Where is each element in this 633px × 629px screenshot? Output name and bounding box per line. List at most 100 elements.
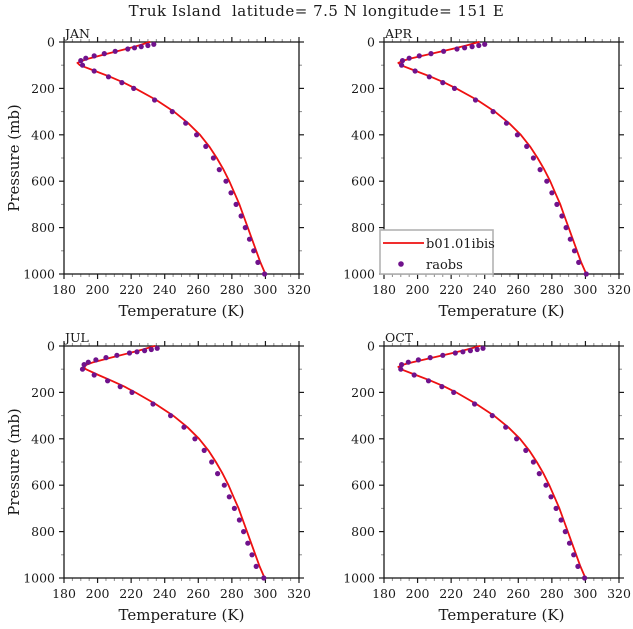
legend-label-model: b01.01ibis: [426, 237, 495, 252]
raobs-point: [245, 540, 251, 546]
raobs-point: [440, 80, 446, 86]
raobs-point: [151, 41, 157, 47]
raobs-point: [467, 348, 473, 354]
panel-month-label: JUL: [63, 330, 89, 345]
y-tick-label: 1000: [23, 571, 55, 586]
raobs-point: [79, 62, 86, 68]
y-tick-label: 600: [351, 174, 375, 189]
x-tick-label: 200: [406, 586, 430, 601]
raobs-point: [231, 505, 237, 511]
x-tick-label: 320: [607, 586, 631, 601]
raobs-point: [462, 45, 468, 51]
x-tick-label: 220: [439, 282, 463, 297]
raobs-point: [91, 68, 97, 74]
raobs-point: [117, 384, 123, 390]
x-axis-label: Temperature (K): [119, 302, 245, 320]
raobs-point: [85, 359, 91, 365]
y-tick-label: 400: [351, 127, 375, 142]
raobs-point: [209, 459, 215, 465]
x-tick-label: 220: [439, 586, 463, 601]
raobs-point: [426, 74, 432, 80]
y-tick-label: 200: [351, 385, 375, 400]
x-tick-label: 320: [287, 282, 311, 297]
raobs-point: [134, 349, 140, 355]
x-tick-label: 260: [506, 586, 530, 601]
raobs-point: [474, 346, 480, 353]
raobs-point: [524, 143, 530, 149]
x-tick-label: 280: [220, 282, 244, 297]
x-tick-label: 260: [186, 586, 210, 601]
raobs-point: [514, 436, 520, 442]
x-tick-label: 200: [86, 586, 110, 601]
x-tick-label: 240: [153, 282, 177, 297]
raobs-point: [216, 167, 222, 173]
raobs-point: [514, 132, 520, 138]
chart-panel-jan: 180 200 220 240 260 280 300 320 0 200 400 600 800 100…: [23, 26, 311, 320]
x-tick-label: 240: [153, 586, 177, 601]
raobs-point: [537, 167, 543, 173]
raobs-point: [562, 529, 568, 535]
raobs-points: [398, 345, 588, 581]
raobs-point: [246, 236, 253, 242]
y-tick-label: 400: [351, 431, 375, 446]
x-axis-label: Temperature (K): [439, 302, 565, 320]
raobs-point: [221, 482, 227, 488]
raobs-point: [399, 362, 405, 368]
y-tick-label: 0: [47, 339, 55, 354]
raobs-point: [439, 384, 445, 390]
raobs-point: [105, 378, 111, 384]
y-tick-label: 200: [31, 81, 55, 96]
raobs-point: [554, 201, 560, 207]
raobs-point: [559, 213, 565, 219]
raobs-point: [406, 55, 412, 61]
plot-frame: [63, 345, 300, 579]
plot-frame: [63, 41, 300, 275]
raobs-point: [119, 80, 125, 86]
raobs-point: [451, 85, 458, 91]
raobs-point: [582, 575, 588, 581]
raobs-point: [183, 120, 189, 126]
raobs-point: [249, 552, 255, 558]
raobs-point: [93, 357, 99, 363]
raobs-point: [215, 471, 221, 477]
raobs-point: [201, 447, 207, 453]
raobs-point: [145, 42, 151, 49]
raobs-point: [503, 120, 510, 126]
y-tick-label: 0: [47, 35, 55, 50]
plot-frame: [383, 345, 620, 579]
raobs-point: [142, 348, 148, 354]
raobs-point: [131, 85, 137, 91]
y-tick-label: 200: [351, 81, 375, 96]
x-tick-label: 300: [573, 282, 597, 297]
raobs-point: [472, 401, 478, 407]
raobs-point: [398, 366, 404, 372]
x-tick-label: 180: [52, 282, 76, 297]
y-tick-label: 800: [351, 220, 375, 235]
y-tick-label: 400: [31, 127, 55, 142]
raobs-point: [490, 109, 496, 115]
raobs-point: [412, 68, 418, 74]
panel-month-label: OCT: [385, 330, 414, 345]
raobs-point: [553, 505, 559, 511]
x-tick-label: 280: [220, 586, 244, 601]
legend-label-raobs: raobs: [426, 258, 463, 273]
plot-frame: [383, 41, 620, 275]
x-tick-label: 180: [372, 282, 396, 297]
raobs-point: [503, 424, 509, 430]
raobs-point: [583, 271, 589, 277]
raobs-point: [549, 190, 555, 196]
raobs-point: [571, 248, 578, 254]
x-tick-label: 200: [86, 282, 110, 297]
raobs-point: [242, 225, 248, 231]
raobs-point: [427, 355, 433, 361]
raobs-point: [261, 575, 267, 581]
y-tick-label: 800: [31, 524, 55, 539]
raobs-point: [228, 190, 234, 196]
raobs-point: [192, 436, 198, 442]
raobs-point: [241, 529, 247, 535]
raobs-point: [223, 178, 229, 184]
raobs-point: [558, 517, 564, 523]
raobs-point: [567, 236, 573, 242]
y-tick-label: 800: [351, 524, 375, 539]
